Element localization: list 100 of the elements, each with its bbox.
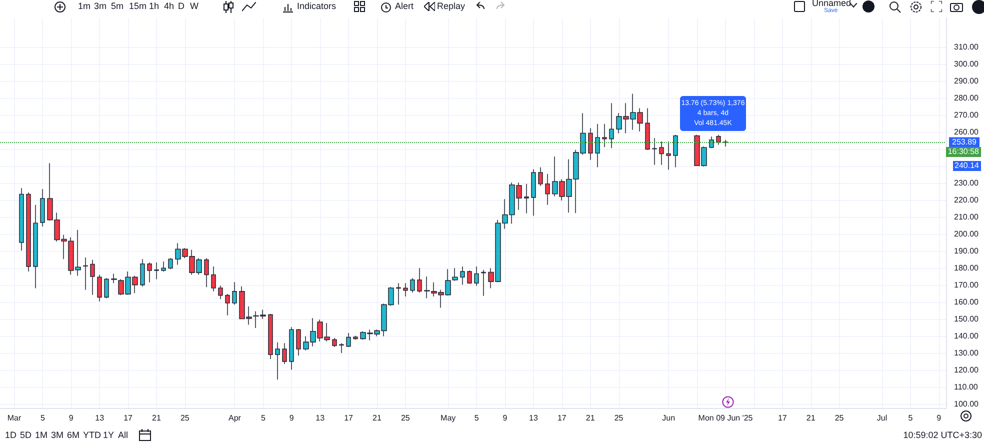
x-tick-label: 25 <box>834 414 844 422</box>
candlestick <box>403 282 408 297</box>
candlestick <box>709 136 714 149</box>
candlestick <box>545 173 550 206</box>
x-tick-label: May <box>440 414 456 422</box>
candlestick <box>168 258 173 270</box>
y-tick-label: 180.00 <box>954 263 980 272</box>
candlestick <box>40 188 45 227</box>
text: 10:59:02 UTC+3:30 <box>903 430 982 441</box>
x-tick-label: 21 <box>372 414 382 422</box>
text: 3m <box>94 1 107 12</box>
candlestick <box>147 262 152 283</box>
candlestick <box>161 261 166 272</box>
y-tick-label: 270.00 <box>954 110 980 120</box>
candlestick <box>524 183 529 214</box>
candlestick <box>268 314 273 360</box>
text: 5D <box>20 430 32 441</box>
candlestick <box>602 123 607 148</box>
candlestick <box>339 342 344 354</box>
x-tick-label: 13 <box>529 414 538 422</box>
candlestick <box>111 273 117 284</box>
y-tick-label: 170.00 <box>954 280 980 290</box>
text: 1Y <box>103 430 114 441</box>
text: 1h <box>149 1 160 12</box>
candlestick <box>97 274 102 302</box>
x-tick-label: Jul <box>876 414 888 422</box>
x-tick-label: 9 <box>502 414 508 422</box>
text: W <box>190 1 198 12</box>
x-tick-label: 21 <box>152 414 162 422</box>
y-tick-label: 190.00 <box>954 246 980 256</box>
x-tick-label: 9 <box>289 414 294 422</box>
x-tick-label: 5 <box>908 414 914 422</box>
candlestick <box>346 332 351 348</box>
candlestick <box>474 266 479 286</box>
candlestick <box>659 141 664 166</box>
candlestick <box>538 166 543 186</box>
y-tick-label: 220.00 <box>954 195 980 204</box>
candlestick <box>460 266 465 286</box>
text: Replay <box>437 1 466 12</box>
y-tick-label: 260.00 <box>954 127 980 136</box>
text: Alert <box>395 1 414 12</box>
y-tick-label: 290.00 <box>954 76 980 86</box>
candlestick <box>218 285 223 300</box>
text: YTD <box>83 430 101 441</box>
y-tick-label: 110.00 <box>954 382 978 392</box>
candlestick <box>609 102 614 149</box>
text: 5m <box>111 1 124 12</box>
x-tick-label: Jun <box>662 414 676 422</box>
candlestick <box>588 128 593 160</box>
x-tick-label: Mar <box>7 414 22 422</box>
y-tick-label: 310.00 <box>954 42 980 52</box>
x-tick-label: 5 <box>40 414 46 422</box>
candlestick <box>410 278 415 293</box>
candlestick <box>211 266 216 292</box>
x-tick-label: 21 <box>586 414 596 422</box>
candlestick <box>332 338 337 348</box>
candlestick <box>26 192 31 272</box>
text: 240.14 <box>952 161 981 171</box>
text: 4h <box>164 1 174 12</box>
candlestick <box>140 258 145 287</box>
y-tick-label: 130.00 <box>954 348 980 358</box>
x-tick-label: 17 <box>557 414 567 422</box>
x-tick-label: 5 <box>474 414 480 422</box>
candlestick <box>645 108 650 150</box>
y-tick-label: 100.00 <box>954 399 980 408</box>
ref-line-label: 253.89 <box>952 138 978 147</box>
text: All <box>118 430 128 441</box>
y-tick-label: 210.00 <box>954 212 980 222</box>
candlestick <box>396 282 401 306</box>
candlestick <box>716 134 721 146</box>
x-tick-label: 17 <box>344 414 354 422</box>
x-tick-label: 9 <box>936 414 942 422</box>
y-tick-label: 150.00 <box>954 314 980 324</box>
y-tick-label: 120.00 <box>954 365 980 374</box>
x-tick-label: 25 <box>614 414 624 422</box>
x-tick-label: 5 <box>260 414 266 422</box>
x-tick-label: 25 <box>180 414 190 422</box>
candlestick <box>225 294 230 316</box>
x-tick-label: 17 <box>778 414 788 422</box>
text: 16:30:58 <box>946 147 981 158</box>
candlestick <box>104 278 109 299</box>
candlestick <box>595 123 600 168</box>
candlestick <box>204 258 209 288</box>
y-tick-label: 200.00 <box>954 229 980 238</box>
candlestick <box>282 342 287 364</box>
text: 1M <box>35 430 48 441</box>
y-tick-label: 300.00 <box>954 59 980 68</box>
y-tick-label: 160.00 <box>954 297 980 306</box>
candlestick <box>232 282 237 306</box>
candlestick <box>83 257 88 290</box>
x-tick-label: 13 <box>316 414 326 422</box>
candlestick <box>467 270 472 284</box>
candlestick <box>154 262 159 280</box>
x-tick-label: Apr <box>228 414 242 422</box>
x-tick-label: 17 <box>124 414 134 422</box>
text: 1D <box>5 430 17 441</box>
candlestick <box>652 138 657 166</box>
candlestick <box>289 326 294 370</box>
candlestick <box>723 139 728 147</box>
text: 15m <box>129 1 147 12</box>
